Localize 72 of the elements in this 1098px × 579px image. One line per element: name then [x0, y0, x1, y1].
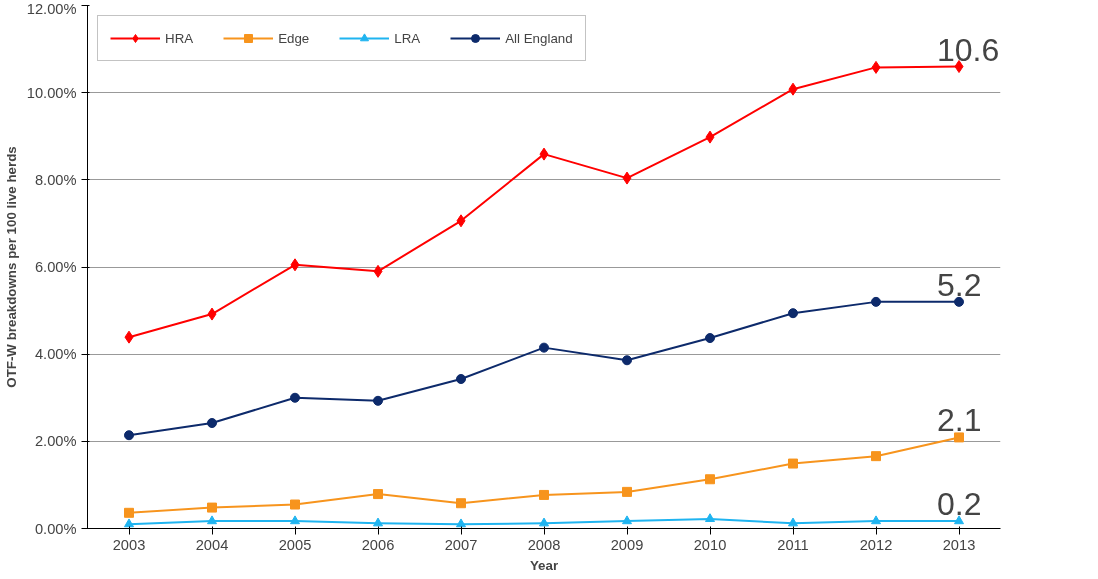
x-tick-label: 2013 [942, 536, 976, 553]
point [539, 489, 549, 500]
y-tick-label: 10.00% [26, 84, 77, 101]
annotation: 5.2 [937, 266, 982, 303]
point [788, 82, 798, 96]
point [622, 171, 632, 185]
x-axis-title: Year [529, 557, 559, 573]
point [290, 258, 300, 272]
point [373, 517, 383, 527]
point [705, 333, 715, 344]
point [622, 355, 632, 366]
point [124, 330, 134, 344]
point [539, 517, 549, 527]
point [788, 308, 798, 319]
point [539, 147, 549, 161]
x-tick-label: 2011 [777, 536, 809, 553]
point [871, 60, 881, 74]
y-tick-label: 6.00% [34, 259, 77, 275]
point [622, 515, 632, 525]
x-tick-label: 2004 [195, 536, 229, 553]
point [456, 518, 466, 528]
point [290, 515, 300, 525]
point [954, 515, 964, 525]
annotation: 0.2 [937, 486, 982, 523]
x-tick-label: 2005 [278, 536, 312, 553]
point [705, 130, 715, 144]
point [207, 515, 217, 525]
y-tick-label: 2.00% [34, 433, 77, 450]
legend-label: Edge [278, 30, 310, 46]
legend-label: All England [505, 30, 573, 46]
point [705, 513, 715, 523]
point [788, 458, 798, 469]
point [622, 486, 632, 497]
y-tick-label: 8.00% [34, 171, 77, 188]
x-tick-label: 2003 [112, 536, 146, 553]
x-tick-label: 2007 [444, 536, 478, 553]
point [207, 418, 217, 429]
point [954, 60, 964, 74]
point [705, 474, 715, 485]
y-tick-label: 0.00% [34, 520, 77, 537]
point [373, 395, 383, 406]
point [290, 499, 300, 510]
x-tick-label: 2010 [693, 536, 727, 553]
point [871, 296, 881, 307]
point [124, 430, 134, 441]
y-tick-label: 4.00% [34, 346, 77, 363]
point [207, 307, 217, 321]
point [456, 498, 466, 509]
x-tick-label: 2008 [527, 536, 561, 553]
point [373, 489, 383, 500]
point [124, 518, 134, 528]
annotation: 10.6 [937, 31, 1000, 68]
point [539, 342, 549, 353]
legend-label: LRA [394, 30, 421, 46]
point [788, 517, 798, 527]
point [207, 502, 217, 513]
point [456, 214, 466, 228]
point [373, 264, 383, 278]
point [290, 392, 300, 403]
y-axis-title: OTF-W breakdowns per 100 live herds [3, 146, 19, 388]
x-tick-label: 2006 [361, 536, 395, 553]
annotation: 2.1 [937, 402, 982, 439]
point [954, 432, 964, 443]
point [124, 507, 134, 518]
x-tick-label: 2009 [610, 536, 644, 553]
point [954, 296, 964, 307]
point [456, 374, 466, 384]
y-tick-label: 12.00% [26, 0, 77, 17]
point [871, 451, 881, 462]
x-tick-label: 2012 [859, 536, 893, 553]
point [871, 515, 881, 525]
legend-label: HRA [165, 30, 194, 46]
